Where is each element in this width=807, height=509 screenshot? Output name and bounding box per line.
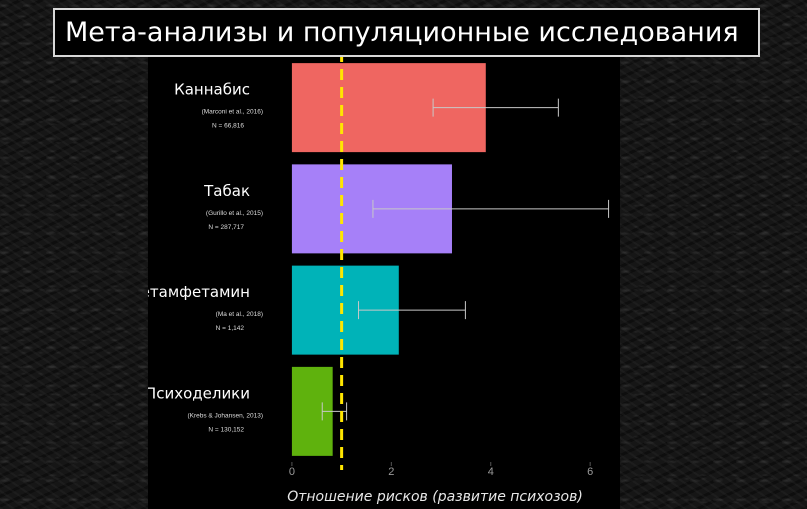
category-label-2: Табак: [203, 182, 250, 200]
sample-size-label-3: N = 1,142: [216, 325, 245, 332]
x-axis-label: Отношение рисков (развитие психозов): [287, 489, 583, 505]
x-tick-label-1: 0: [289, 466, 295, 478]
category-label-4: Психоделики: [148, 384, 250, 402]
source-label-4: (Krebs & Johansen, 2013): [187, 412, 263, 419]
chart-panel: Каннабис (Marconi et al., 2016) N = 66,816…: [148, 57, 620, 509]
category-label-1: Каннабис: [174, 81, 250, 99]
source-label-2: (Gurillo et al., 2015): [206, 210, 263, 217]
sample-size-label-4: N = 130,152: [208, 426, 244, 433]
x-tick-label-2: 2: [388, 466, 394, 478]
sample-size-label-1: N = 66,816: [212, 123, 244, 130]
sample-size-label-2: N = 287,717: [208, 224, 244, 231]
x-tick-label-4: 6: [587, 466, 593, 478]
risk-ratio-chart: Каннабис (Marconi et al., 2016) N = 66,816…: [148, 57, 620, 505]
slide-title: Мета-анализы и популяционные исследовани…: [53, 8, 760, 57]
category-label-3: Метамфетамин: [148, 283, 250, 301]
source-label-3: (Ma et al., 2018): [216, 311, 263, 318]
x-tick-label-3: 4: [488, 466, 494, 478]
source-label-1: (Marconi et al., 2016): [202, 109, 263, 116]
